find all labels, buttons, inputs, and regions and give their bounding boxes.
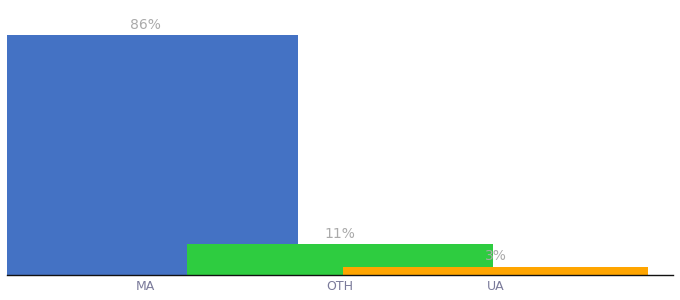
Text: 3%: 3% [484, 250, 507, 263]
Text: 11%: 11% [324, 227, 356, 241]
Text: 86%: 86% [131, 17, 161, 32]
Bar [343, 267, 648, 275]
Bar [188, 244, 492, 275]
Bar [0, 35, 299, 275]
